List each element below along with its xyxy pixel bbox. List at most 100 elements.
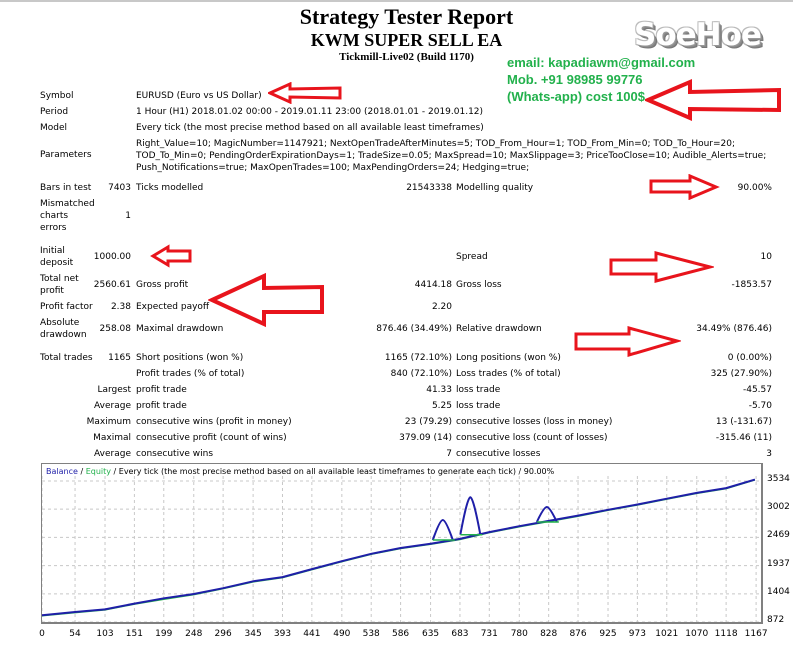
largest-label: Largest <box>97 385 131 395</box>
loss-trades-value: 325 (27.90%) <box>710 369 772 379</box>
profit-trades-value: 840 (72.10%) <box>390 369 452 379</box>
bars-value: 7403 <box>108 183 131 193</box>
chart-caption: Balance / Equity / Every tick (the most … <box>46 467 555 476</box>
maximal-label: Maximal <box>93 433 131 443</box>
legend-balance: Balance <box>46 467 78 476</box>
net-profit-label-2: profit <box>40 286 64 296</box>
server-build: Tickmill-Live02 (Build 1170) <box>339 51 474 63</box>
x-tick-label: 973 <box>628 629 646 639</box>
x-tick-label: 780 <box>510 629 528 639</box>
ticks-label: Ticks modelled <box>136 183 204 193</box>
x-tick-label: 345 <box>244 629 262 639</box>
max-drawdown-label: Maximal drawdown <box>136 324 224 334</box>
arrow-left-gross-profit-icon <box>208 272 324 328</box>
deposit-label-2: deposit <box>40 258 74 268</box>
max-cons-wins-label: consecutive wins (profit in money) <box>136 417 292 427</box>
short-positions-value: 1165 (72.10%) <box>384 353 452 363</box>
x-tick-label: 248 <box>185 629 203 639</box>
largest-loss-value: -45.57 <box>742 385 772 395</box>
abs-drawdown-label-1: Absolute <box>40 318 80 328</box>
maximal-cons-loss-value: -315.46 (11) <box>715 433 772 443</box>
rel-drawdown-value: 34.49% (876.46) <box>696 324 772 334</box>
profit-trades-label: Profit trades (% of total) <box>136 369 245 379</box>
gross-profit-value: 4414.18 <box>414 280 452 290</box>
average-loss-value: -5.70 <box>748 401 772 411</box>
deposit-value: 1000.00 <box>93 252 131 262</box>
period-label: Period <box>40 107 69 117</box>
avg-cons-losses-label: consecutive losses <box>456 449 541 459</box>
x-tick-label: 925 <box>599 629 617 639</box>
abs-drawdown-label-2: drawdown <box>40 330 87 340</box>
x-tick-label: 1167 <box>744 629 768 639</box>
contact-cost: (Whats-app) cost 100$ <box>507 89 645 104</box>
avg-cons-wins-label: consecutive wins <box>136 449 214 459</box>
x-tick-label: 0 <box>39 629 45 639</box>
x-tick-label: 296 <box>214 629 232 639</box>
chart-plot <box>42 476 761 622</box>
mismatched-value: 1 <box>125 211 131 221</box>
x-tick-label: 54 <box>69 629 81 639</box>
x-tick-label: 103 <box>96 629 114 639</box>
arrow-right-icon <box>649 174 720 200</box>
expected-payoff-value: 2.20 <box>431 302 452 312</box>
loss-trades-label: Loss trades (% of total) <box>456 369 561 379</box>
max-drawdown-value: 876.46 (34.49%) <box>376 324 452 334</box>
abs-drawdown-value: 258.08 <box>99 324 132 334</box>
maximal-cons-profit-value: 379.09 (14) <box>399 433 452 443</box>
report-title: Strategy Tester Report <box>299 4 514 29</box>
average-loss-label: loss trade <box>456 401 501 411</box>
symbol-value: EURUSD (Euro vs US Dollar) <box>136 91 262 101</box>
bars-label: Bars in test <box>40 183 92 193</box>
top-border <box>0 0 793 2</box>
total-trades-value: 1165 <box>108 353 131 363</box>
largest-profit-label: profit trade <box>136 385 187 395</box>
arrow-right-drawdown-icon <box>574 326 681 357</box>
maximal-cons-loss-label: consecutive loss (count of losses) <box>456 433 608 443</box>
spread-value: 10 <box>760 252 772 262</box>
mismatched-label-2: charts <box>40 211 69 221</box>
x-tick-label: 635 <box>421 629 440 639</box>
x-tick-label: 199 <box>155 629 173 639</box>
x-tick-label: 1118 <box>714 629 738 639</box>
period-value: 1 Hour (H1) 2018.01.02 00:00 - 2019.01.1… <box>136 107 484 117</box>
ticks-value: 21543338 <box>406 183 452 193</box>
x-tick-label: 876 <box>569 629 587 639</box>
maximal-cons-profit-label: consecutive profit (count of wins) <box>136 433 287 443</box>
symbol-label: Symbol <box>40 91 74 101</box>
y-tick-label: 2469 <box>767 530 790 541</box>
arrow-right-spread-icon <box>609 251 714 283</box>
x-tick-label: 538 <box>362 629 380 639</box>
avg-cons-wins-value: 7 <box>446 449 452 459</box>
soehoe-logo: SoeHoe <box>634 17 762 53</box>
total-trades-label: Total trades <box>40 353 93 363</box>
x-tick-label: 490 <box>333 629 351 639</box>
legend-equity: Equity <box>85 467 111 476</box>
largest-loss-label: loss trade <box>456 385 501 395</box>
x-tick-label: 683 <box>451 629 469 639</box>
spread-label: Spread <box>456 252 488 262</box>
y-tick-label: 3002 <box>767 502 790 513</box>
short-positions-label: Short positions (won %) <box>136 353 244 363</box>
gross-profit-label: Gross profit <box>136 280 189 290</box>
model-label: Model <box>40 123 68 133</box>
net-profit-label-1: Total net <box>40 274 79 284</box>
profit-factor-label: Profit factor <box>40 302 93 312</box>
parameters-line-2: TOD_To_Min=0; PendingOrderExpirationDays… <box>136 151 767 161</box>
profit-factor-value: 2.38 <box>110 302 131 312</box>
contact-mobile: Mob. +91 98985 99776 <box>507 72 643 87</box>
y-tick-label: 3534 <box>767 474 790 484</box>
max-cons-losses-value: 13 (-131.67) <box>715 417 772 427</box>
gross-loss-label: Gross loss <box>456 280 502 290</box>
avg-cons-losses-value: 3 <box>766 449 772 459</box>
x-tick-label: 1070 <box>685 629 709 639</box>
x-tick-label: 151 <box>125 629 143 639</box>
average-label: Average <box>94 401 131 411</box>
y-tick-label: 1937 <box>767 558 790 569</box>
mismatched-label-1: Mismatched <box>40 199 95 209</box>
x-tick-label: 441 <box>303 629 321 639</box>
balance-chart: Balance / Equity / Every tick (the most … <box>41 463 763 624</box>
quality-label: Modelling quality <box>456 183 534 193</box>
y-tick-label: 872 <box>767 615 785 625</box>
long-positions-label: Long positions (won %) <box>456 353 561 363</box>
largest-profit-value: 41.33 <box>426 385 452 395</box>
